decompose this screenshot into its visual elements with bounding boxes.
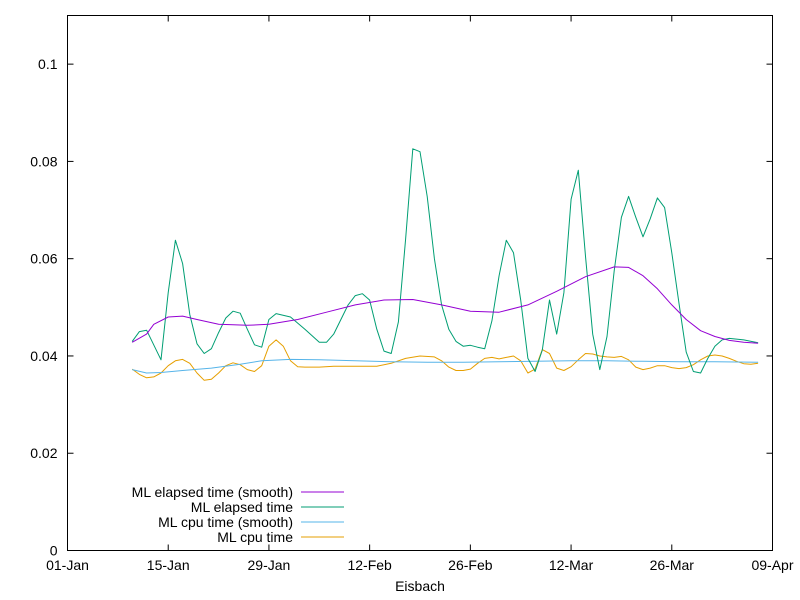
x-tick-label: 09-Apr: [751, 557, 793, 573]
series-line-ml-cpu-time: [131, 339, 759, 381]
legend-label: ML cpu time (smooth): [158, 514, 293, 530]
y-tick-label: 0.1: [38, 56, 58, 72]
series-line-ml-elapsed-time-smooth: [131, 266, 759, 344]
axis-ticks: 01-Jan 15-Jan 29-Jan 12-Feb 26-Feb 12-Mar 26-M…: [30, 15, 794, 573]
y-tick-label: 0.04: [30, 348, 57, 364]
series-line-ml-cpu-time-smooth: [132, 358, 759, 374]
y-tick-label: 0.06: [30, 251, 57, 267]
legend-label: ML elapsed time: [191, 499, 293, 515]
x-axis-label: Eisbach: [395, 578, 445, 594]
x-tick-label: 26-Mar: [650, 557, 695, 573]
x-tick-label: 29-Jan: [248, 557, 291, 573]
legend: ML elapsed time (smooth)ML elapsed timeM…: [132, 484, 344, 545]
x-tick-label: 15-Jan: [147, 557, 190, 573]
series-layer: [131, 148, 759, 381]
y-tick-label: 0.08: [30, 153, 57, 169]
legend-label: ML cpu time: [217, 529, 293, 545]
series-line-ml-elapsed-time: [131, 148, 759, 374]
y-tick-label: 0: [50, 543, 58, 559]
plot-frame: [67, 15, 773, 551]
legend-label: ML elapsed time (smooth): [132, 484, 293, 500]
x-tick-label: 12-Feb: [347, 557, 392, 573]
x-tick-label: 12-Mar: [549, 557, 594, 573]
x-tick-label: 01-Jan: [46, 557, 89, 573]
x-tick-label: 26-Feb: [448, 557, 493, 573]
y-tick-label: 0.02: [30, 445, 57, 461]
